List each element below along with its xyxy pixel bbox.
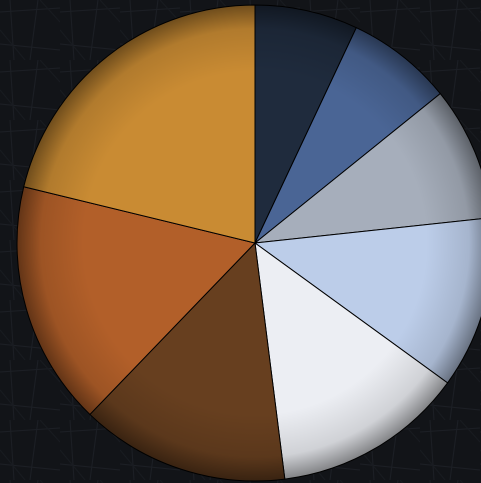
pie-slices [16,4,481,482]
